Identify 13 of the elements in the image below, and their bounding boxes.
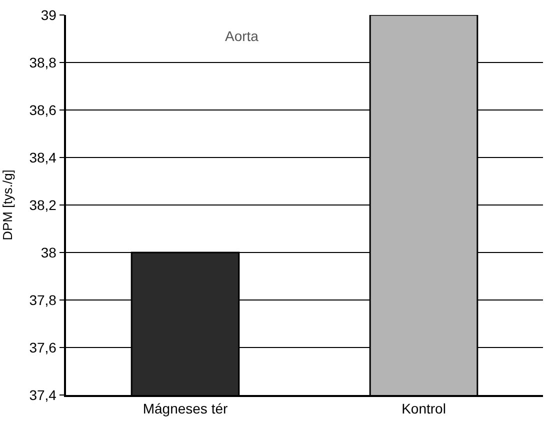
x-tick-label: Kontrol bbox=[402, 400, 446, 417]
y-tick-label: 38,6 bbox=[29, 102, 57, 118]
y-tick-label: 37,4 bbox=[29, 386, 57, 403]
y-tick-label: 38,2 bbox=[29, 196, 57, 213]
y-axis-title: DPM [tys./g] bbox=[0, 170, 15, 240]
y-tick-label: 37,8 bbox=[29, 292, 57, 308]
y-tick-label: 38,8 bbox=[29, 54, 57, 70]
y-tick-label: 37,6 bbox=[29, 339, 57, 356]
x-tick-label: Mágneses tér bbox=[142, 400, 228, 417]
y-tick-label: 39 bbox=[40, 6, 57, 23]
y-tick-label: 38 bbox=[40, 244, 57, 260]
annotation: Aorta bbox=[225, 28, 259, 44]
y-tick-label: 38,4 bbox=[29, 149, 57, 166]
